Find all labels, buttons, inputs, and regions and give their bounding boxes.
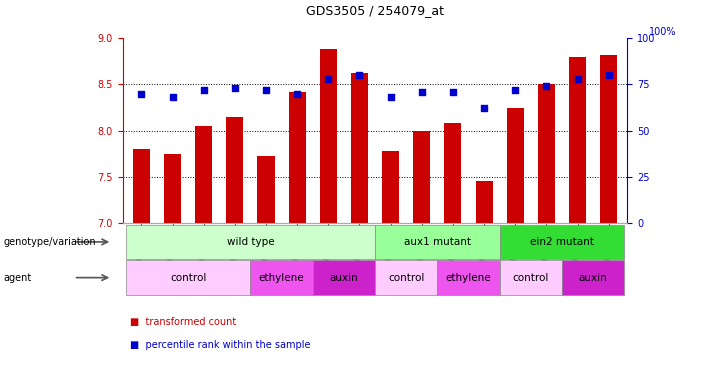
Text: wild type: wild type	[226, 237, 274, 247]
Point	[354, 72, 365, 78]
Point	[447, 89, 458, 95]
Bar	[289, 92, 306, 223]
Bar	[600, 55, 618, 223]
Bar	[351, 73, 368, 223]
Text: ein2 mutant: ein2 mutant	[530, 237, 594, 247]
Point	[260, 87, 271, 93]
Point	[479, 105, 490, 111]
Point	[136, 91, 147, 97]
Text: ■  percentile rank within the sample: ■ percentile rank within the sample	[130, 340, 310, 350]
Bar	[507, 108, 524, 223]
Text: ■  transformed count: ■ transformed count	[130, 317, 236, 327]
Point	[385, 94, 396, 101]
Point	[603, 72, 614, 78]
Bar	[320, 50, 337, 223]
Text: aux1 mutant: aux1 mutant	[404, 237, 471, 247]
Bar	[257, 156, 275, 223]
Y-axis label: 100%: 100%	[649, 26, 676, 36]
Point	[572, 76, 583, 82]
Text: control: control	[170, 273, 206, 283]
Bar	[226, 117, 243, 223]
Point	[198, 87, 210, 93]
Point	[510, 87, 521, 93]
Point	[292, 91, 303, 97]
Text: ethylene: ethylene	[446, 273, 491, 283]
Point	[167, 94, 178, 101]
Bar	[382, 151, 399, 223]
Bar	[132, 149, 150, 223]
Point	[229, 85, 240, 91]
Text: auxin: auxin	[329, 273, 358, 283]
Bar	[195, 126, 212, 223]
Text: control: control	[512, 273, 549, 283]
Text: control: control	[388, 273, 424, 283]
Text: GDS3505 / 254079_at: GDS3505 / 254079_at	[306, 4, 444, 17]
Bar	[444, 123, 461, 223]
Point	[322, 76, 334, 82]
Bar	[538, 84, 555, 223]
Bar	[413, 131, 430, 223]
Bar	[569, 57, 586, 223]
Point	[540, 83, 552, 89]
Text: auxin: auxin	[579, 273, 608, 283]
Point	[416, 89, 428, 95]
Text: genotype/variation: genotype/variation	[4, 237, 96, 247]
Bar	[475, 181, 493, 223]
Text: ethylene: ethylene	[259, 273, 304, 283]
Bar	[164, 154, 181, 223]
Text: agent: agent	[4, 273, 32, 283]
